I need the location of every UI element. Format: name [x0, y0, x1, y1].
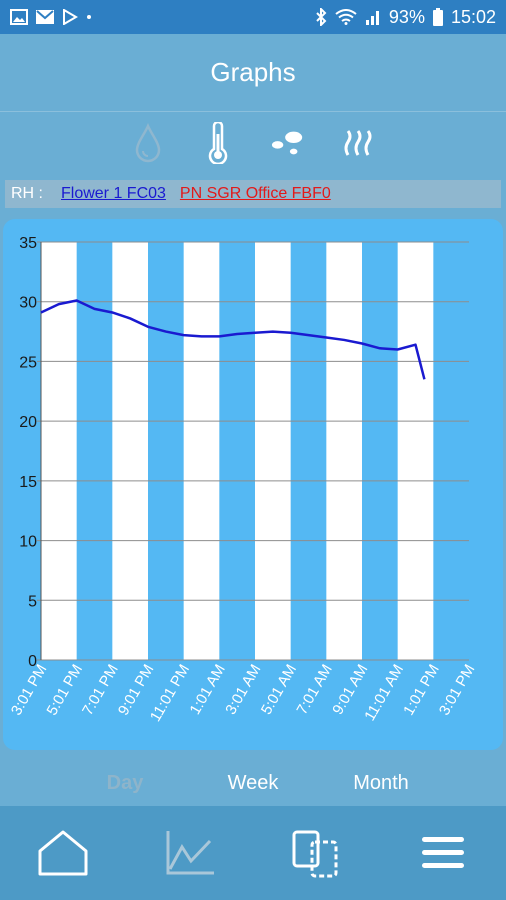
home-icon [38, 830, 88, 876]
play-store-icon [62, 9, 78, 25]
graph-icon [166, 831, 214, 875]
y-tick-label: 15 [19, 474, 37, 491]
signal-icon [365, 9, 381, 25]
graph-button[interactable] [158, 821, 222, 885]
bottom-navigation [0, 806, 506, 900]
chart-band [112, 242, 148, 660]
home-button[interactable] [31, 821, 95, 885]
y-tick-label: 10 [19, 534, 37, 551]
battery-icon [432, 8, 443, 26]
menu-button[interactable] [411, 821, 475, 885]
mail-icon [36, 10, 54, 24]
app-header: Graphs [0, 34, 506, 112]
tab-month[interactable]: Month [353, 771, 409, 794]
humidity-drop-icon[interactable] [131, 121, 165, 165]
y-tick-label: 0 [28, 653, 37, 670]
chart-legend: RH : Flower 1 FC03 PN SGR Office FBF0 [5, 180, 501, 208]
dot-icon [86, 14, 92, 20]
devices-icon [292, 830, 338, 878]
period-tabs: Day Week Month [0, 760, 506, 806]
chart-band [183, 242, 220, 660]
dew-point-icon[interactable] [271, 121, 305, 165]
legend-series-2[interactable]: PN SGR Office FBF0 [179, 185, 331, 202]
battery-percent: 93% [388, 6, 425, 27]
devices-button[interactable] [284, 821, 348, 885]
chart-band [255, 242, 291, 660]
chart-band [326, 242, 362, 660]
menu-icon [421, 837, 464, 868]
bluetooth-icon [315, 8, 327, 26]
y-tick-label: 5 [28, 593, 37, 610]
wifi-icon [335, 9, 357, 25]
heat-waves-icon[interactable] [341, 121, 375, 165]
chart-band [41, 242, 77, 660]
y-tick-label: 30 [19, 295, 37, 312]
measurement-type-selector [0, 112, 506, 174]
tab-week[interactable]: Week [227, 771, 279, 794]
series-line [40, 299, 426, 380]
legend-series-1[interactable]: Flower 1 FC03 [61, 185, 166, 202]
y-tick-label: 20 [19, 414, 37, 431]
y-tick-label: 35 [19, 235, 37, 252]
y-tick-label: 25 [19, 354, 37, 371]
tab-day[interactable]: Day [106, 771, 144, 794]
chart-band [397, 242, 434, 660]
photo-icon [10, 9, 28, 25]
chart-card: 0 5 10 15 20 25 30 35 3:01 PM 5:01 PM 7:01 PM 9:01 … [3, 219, 503, 750]
legend-label: RH : [11, 185, 43, 202]
thermometer-icon[interactable] [201, 121, 235, 165]
clock: 15:02 [450, 6, 496, 27]
status-bar: 93% 15:02 [0, 0, 506, 34]
page-title: Graphs [210, 57, 296, 87]
